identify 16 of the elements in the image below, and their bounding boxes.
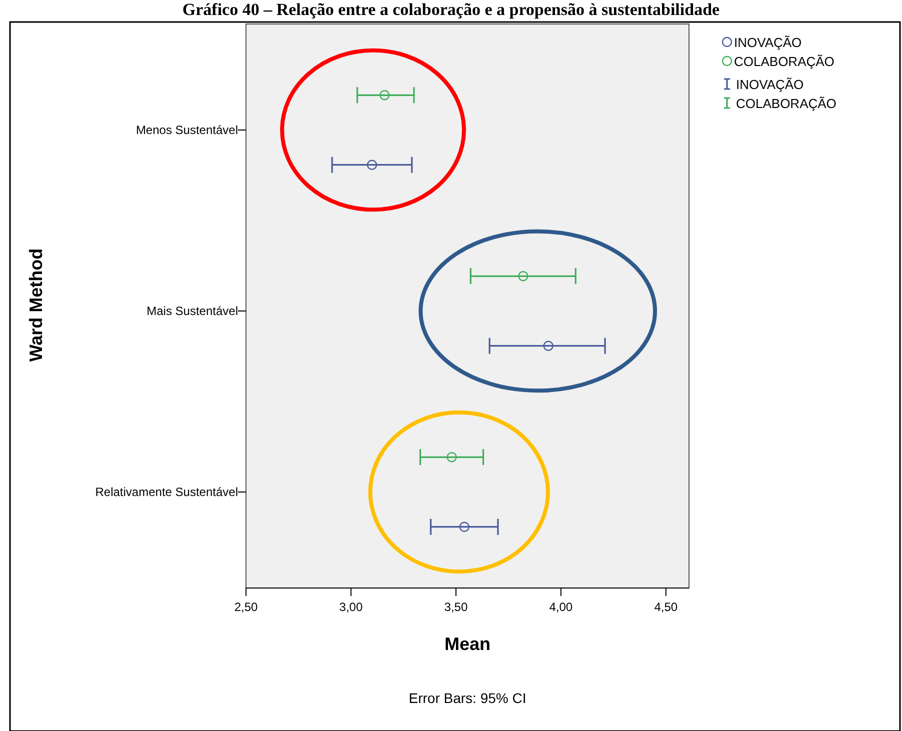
legend-label: INOVAÇÃO (736, 77, 804, 92)
x-tick-label: 2,50 (234, 600, 258, 614)
x-tick-label: 4,50 (654, 600, 678, 614)
text: INOVAÇÃO (734, 35, 802, 50)
text: COLABORAÇÃO (736, 96, 836, 111)
x-axis-title: Mean (444, 634, 491, 654)
chart-title: Gráfico 40 – Relação entre a colaboração e a propensão à sustentabilidade (182, 0, 720, 19)
y-tick-label: Mais Sustentável (146, 304, 238, 318)
x-tick-label: 3,00 (339, 600, 363, 614)
x-tick-label: 3,50 (444, 600, 468, 614)
y-tick-label: Menos Sustentável (136, 123, 238, 137)
y-tick-label: Relativamente Sustentável (95, 485, 238, 499)
x-tick-label: 4,00 (549, 600, 573, 614)
legend-label: COLABORAÇÃO (734, 54, 834, 69)
text: Error Bars: 95% CI (408, 690, 526, 706)
y-axis-title: Ward Method (26, 248, 46, 362)
